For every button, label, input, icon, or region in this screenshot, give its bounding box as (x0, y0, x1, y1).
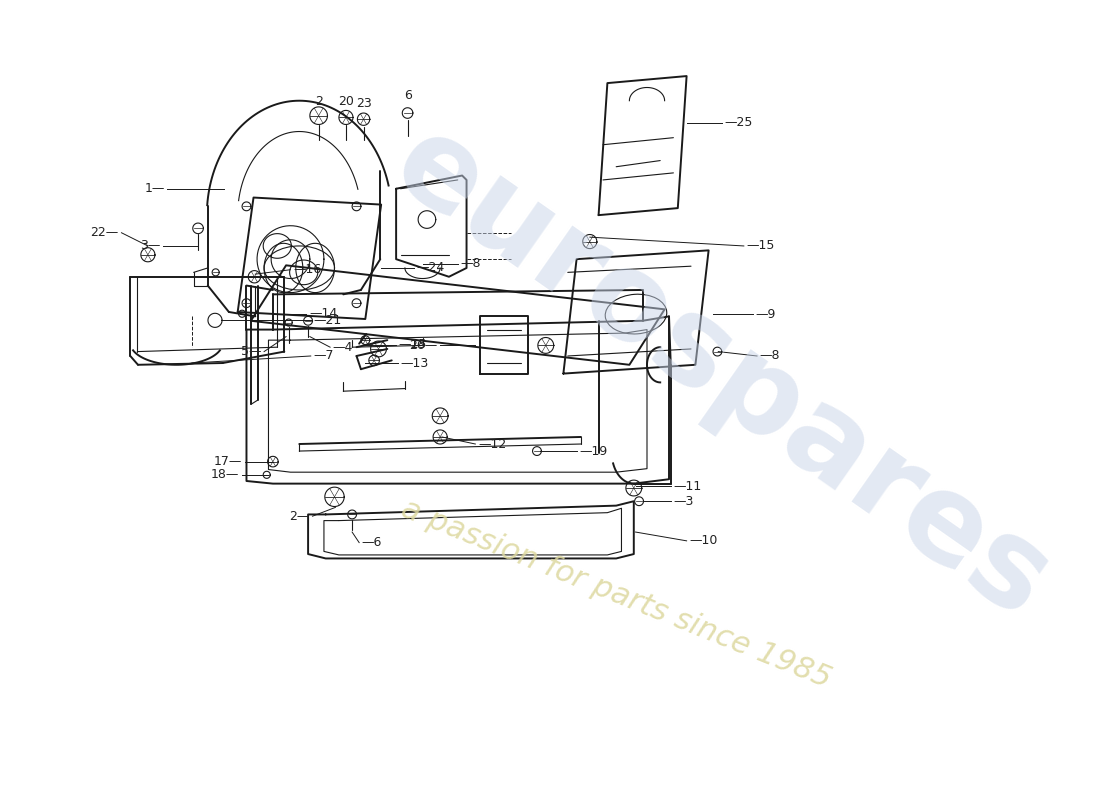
Text: 26—: 26— (409, 339, 438, 352)
Text: —25: —25 (725, 116, 752, 130)
Text: 17—: 17— (213, 455, 242, 468)
Text: —7: —7 (314, 350, 334, 362)
Text: 1—: 1— (144, 182, 165, 195)
Text: —8: —8 (760, 350, 780, 362)
Text: 18—: 18— (211, 468, 240, 482)
Text: 2—: 2— (289, 510, 310, 522)
Text: —3: —3 (673, 494, 694, 508)
Text: —21: —21 (314, 314, 342, 327)
Text: 23: 23 (355, 97, 372, 110)
Text: —12: —12 (478, 438, 506, 450)
Text: a passion for parts since 1985: a passion for parts since 1985 (397, 494, 835, 694)
Text: —15: —15 (399, 338, 427, 351)
Text: 20: 20 (338, 94, 354, 108)
Text: 22—: 22— (90, 226, 119, 239)
Text: —9: —9 (756, 307, 775, 321)
Text: 5—: 5— (241, 345, 262, 358)
Text: 3—: 3— (140, 239, 161, 253)
Text: —15: —15 (747, 239, 774, 253)
Text: —11: —11 (673, 480, 702, 493)
Text: —10: —10 (690, 534, 717, 547)
Text: —16: —16 (293, 263, 321, 276)
Text: —24: —24 (417, 262, 444, 274)
Text: 2: 2 (315, 94, 322, 108)
Text: —14: —14 (309, 307, 338, 320)
Text: —4: —4 (332, 341, 353, 354)
Text: 6: 6 (404, 90, 411, 102)
Text: —8: —8 (461, 257, 481, 270)
Text: —19: —19 (580, 445, 607, 458)
Text: —13: —13 (400, 357, 429, 370)
Text: —6: —6 (362, 536, 382, 549)
Text: eurospares: eurospares (372, 104, 1071, 643)
